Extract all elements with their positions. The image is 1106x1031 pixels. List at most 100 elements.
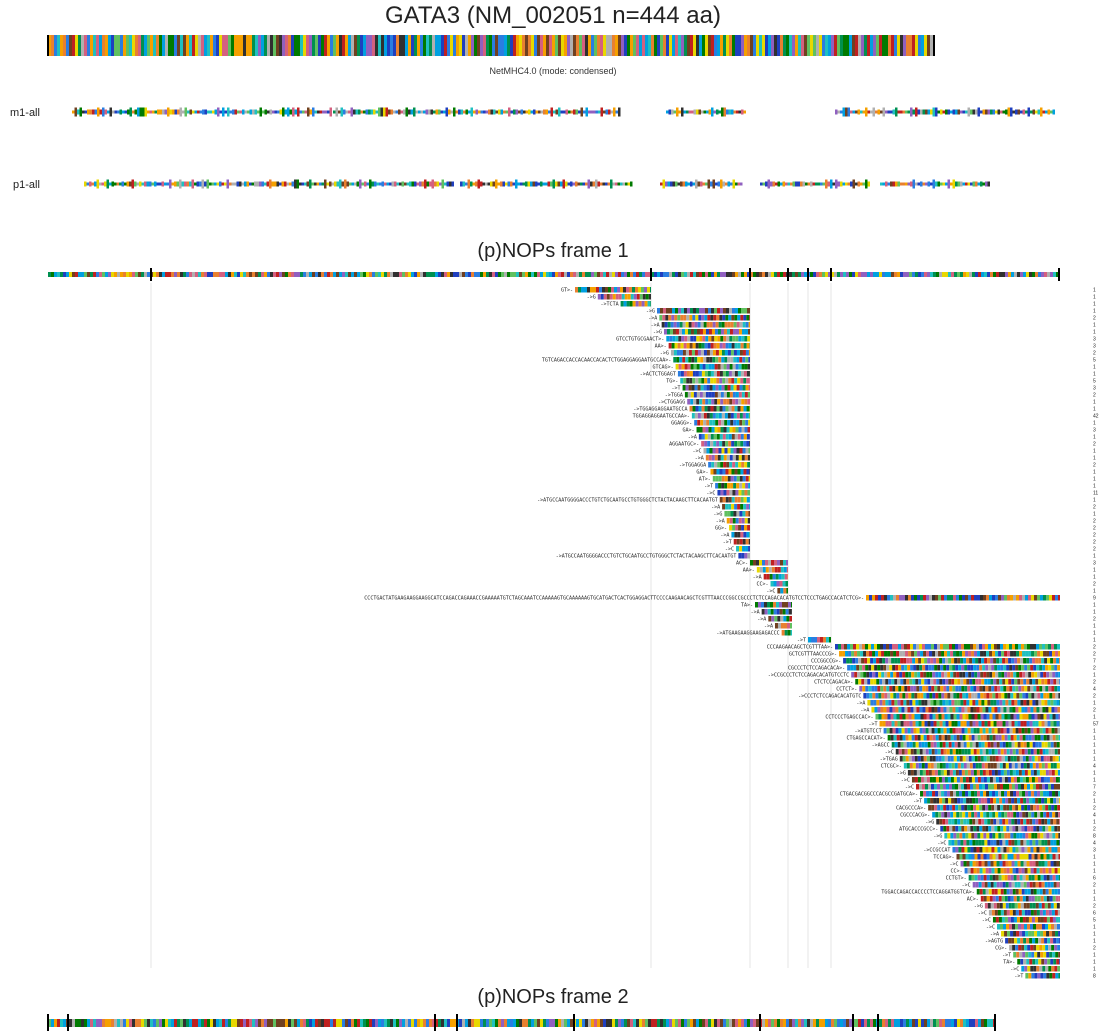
frame1-row-cell bbox=[688, 385, 692, 391]
frame1-row-cell bbox=[866, 651, 870, 657]
p1-track-cell bbox=[226, 179, 229, 189]
frame1-sequence-cell bbox=[90, 272, 93, 277]
frame1-row-cell bbox=[1011, 742, 1015, 748]
m1-track-cell bbox=[465, 109, 468, 115]
frame1-row-cell bbox=[1008, 861, 1012, 867]
frame1-row-cell bbox=[1057, 910, 1060, 916]
frame1-sequence-cell bbox=[480, 272, 483, 277]
frame1-row-cell bbox=[949, 686, 953, 692]
frame1-row-cell bbox=[1040, 833, 1044, 839]
frame1-row-cell bbox=[736, 448, 740, 454]
frame1-sequence-cell bbox=[216, 272, 219, 277]
frame1-row-cell bbox=[922, 665, 926, 671]
frame1-row-cell bbox=[936, 819, 940, 825]
frame1-row-cell bbox=[714, 336, 718, 342]
frame1-row-count: 1 bbox=[1093, 673, 1096, 679]
frame1-row-cell bbox=[1028, 651, 1032, 657]
frame1-row-cell bbox=[905, 651, 909, 657]
frame1-row-cell bbox=[1034, 973, 1038, 979]
frame1-row-cell bbox=[917, 651, 921, 657]
frame1-sequence-cell bbox=[750, 272, 753, 277]
frame1-row-label: ->G bbox=[925, 820, 934, 826]
protein-sequence-cell bbox=[594, 35, 597, 56]
frame1-row-cell bbox=[720, 308, 723, 314]
frame1-row-cell bbox=[1015, 847, 1019, 853]
frame1-row-cell bbox=[896, 672, 900, 678]
frame1-row-cell bbox=[886, 686, 890, 692]
frame1-row-cell bbox=[1009, 826, 1013, 832]
m1-track-cell bbox=[1012, 110, 1015, 114]
frame1-row-cell bbox=[985, 749, 989, 755]
frame1-row-cell bbox=[1028, 812, 1032, 818]
frame1-row-cell bbox=[623, 287, 626, 293]
m1-track-cell bbox=[169, 109, 172, 115]
frame1-row-cell bbox=[734, 497, 738, 503]
frame1-row-cell bbox=[1049, 896, 1053, 902]
m1-track-cell bbox=[855, 110, 858, 114]
frame1-row-count: 1 bbox=[1093, 323, 1096, 329]
protein-sequence-cell bbox=[336, 35, 339, 56]
p1-track-cell bbox=[670, 181, 673, 187]
frame1-row-cell bbox=[958, 805, 962, 811]
frame1-row-cell bbox=[1004, 917, 1008, 923]
frame1-row-cell bbox=[877, 644, 880, 650]
frame1-sequence-cell bbox=[867, 272, 870, 277]
frame1-row-cell bbox=[1027, 826, 1031, 832]
frame1-row-cell bbox=[817, 637, 820, 643]
frame1-row-cell bbox=[969, 658, 973, 664]
m1-track-cell bbox=[845, 107, 848, 117]
frame1-row-cell bbox=[980, 777, 984, 783]
frame1-sequence-cell bbox=[318, 272, 321, 277]
protein-sequence-cell bbox=[354, 35, 357, 56]
frame1-row-cell bbox=[717, 329, 721, 335]
frame1-row-cell bbox=[742, 476, 746, 482]
frame1-row-cell bbox=[774, 567, 778, 573]
frame1-row-cell bbox=[704, 343, 708, 349]
frame1-row-cell bbox=[1007, 714, 1011, 720]
frame1-row-cell bbox=[696, 336, 700, 342]
frame1-row-label: CTCTCCAGACA>- bbox=[814, 680, 853, 686]
frame1-row-cell bbox=[916, 784, 919, 790]
frame1-row-cell bbox=[963, 742, 967, 748]
frame1-sequence-cell bbox=[927, 272, 930, 277]
frame1-row-cell bbox=[990, 798, 994, 804]
frame1-row-cell bbox=[745, 420, 749, 426]
frame1-row-cell bbox=[779, 602, 782, 608]
m1-track-cell bbox=[177, 109, 180, 115]
frame1-row-cell bbox=[639, 294, 643, 300]
frame1-row-cell bbox=[1018, 644, 1021, 650]
frame1-row-cell bbox=[600, 294, 604, 300]
m1-track-cell bbox=[360, 110, 363, 114]
frame1-row-cell bbox=[996, 742, 1000, 748]
frame1-row-cell bbox=[747, 490, 750, 496]
frame1-row-cell bbox=[735, 518, 739, 524]
frame1-row-cell bbox=[917, 714, 921, 720]
p1-track-cell bbox=[396, 182, 399, 186]
frame1-row-cell bbox=[992, 854, 996, 860]
frame1-row-cell bbox=[980, 672, 984, 678]
frame1-row-cell bbox=[712, 413, 716, 419]
frame1-row-cell bbox=[1037, 651, 1041, 657]
frame1-row-cell bbox=[968, 735, 972, 741]
frame1-row-cell bbox=[734, 406, 738, 412]
protein-sequence-cell bbox=[678, 35, 681, 56]
frame1-row-cell bbox=[1033, 924, 1036, 930]
frame1-row-cell bbox=[747, 364, 750, 370]
p1-track-cell bbox=[111, 181, 114, 187]
m1-track-cell bbox=[152, 110, 155, 114]
protein-sequence-cell bbox=[771, 35, 774, 56]
m1-track-cell bbox=[438, 109, 441, 115]
frame1-row-cell bbox=[1025, 791, 1029, 797]
frame1-row-cell bbox=[995, 693, 999, 699]
m1-track-cell bbox=[543, 109, 546, 115]
frame1-row-cell bbox=[1016, 952, 1020, 958]
frame1-row-label: ->TCTA bbox=[601, 302, 619, 308]
frame1-row-cell bbox=[1013, 931, 1017, 937]
frame1-row-cell bbox=[721, 476, 725, 482]
frame1-row-cell bbox=[1056, 938, 1060, 944]
frame1-row-cell bbox=[1006, 924, 1009, 930]
p1-track-cell bbox=[530, 181, 533, 187]
frame1-row-cell bbox=[1021, 847, 1025, 853]
m1-track-cell bbox=[269, 109, 272, 115]
frame1-row-cell bbox=[929, 651, 933, 657]
